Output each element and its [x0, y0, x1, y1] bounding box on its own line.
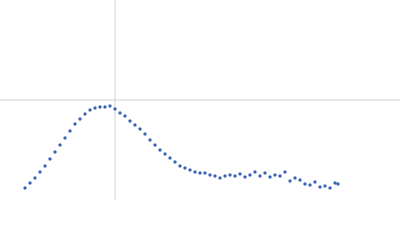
data-point: [263, 171, 267, 175]
data-point: [273, 173, 277, 177]
data-point: [173, 160, 177, 164]
data-point: [333, 181, 337, 185]
data-point: [83, 112, 87, 116]
data-point: [248, 173, 252, 177]
data-point: [133, 123, 137, 127]
data-point: [298, 178, 302, 182]
data-point: [148, 138, 152, 142]
data-point: [318, 185, 322, 189]
data-point: [98, 105, 102, 109]
data-point: [253, 170, 257, 174]
data-point: [58, 143, 62, 147]
data-point: [38, 170, 42, 174]
data-point: [303, 182, 307, 186]
data-point: [283, 170, 287, 174]
data-point: [128, 119, 132, 123]
data-point: [53, 150, 57, 154]
data-point: [118, 111, 122, 115]
data-point: [153, 143, 157, 147]
data-point: [103, 105, 107, 109]
data-point: [188, 168, 192, 172]
data-point: [143, 132, 147, 136]
data-point: [158, 148, 162, 152]
data-point: [68, 129, 72, 133]
data-point: [33, 176, 37, 180]
data-point: [328, 186, 332, 190]
data-point: [243, 175, 247, 179]
data-point: [183, 166, 187, 170]
data-point: [163, 152, 167, 156]
data-point: [323, 184, 327, 188]
data-point: [293, 176, 297, 180]
data-point: [228, 173, 232, 177]
data-point: [223, 174, 227, 178]
data-point: [138, 127, 142, 131]
data-point: [193, 170, 197, 174]
data-point: [233, 174, 237, 178]
data-point: [43, 164, 47, 168]
data-point: [108, 104, 112, 108]
data-point: [268, 175, 272, 179]
chart: [0, 0, 400, 200]
data-point: [88, 108, 92, 112]
data-point: [198, 171, 202, 175]
data-point: [28, 181, 32, 185]
data-point: [78, 117, 82, 121]
data-point: [336, 182, 340, 186]
data-point: [208, 173, 212, 177]
data-point: [178, 164, 182, 168]
data-point: [48, 157, 52, 161]
data-point: [308, 183, 312, 187]
data-point: [203, 171, 207, 175]
data-point: [123, 114, 127, 118]
data-point: [238, 172, 242, 176]
data-point: [23, 186, 27, 190]
data-point: [218, 176, 222, 180]
data-point: [278, 174, 282, 178]
data-point: [213, 174, 217, 178]
data-point: [258, 174, 262, 178]
data-point: [168, 156, 172, 160]
data-point: [313, 180, 317, 184]
data-point: [113, 107, 117, 111]
data-point: [73, 122, 77, 126]
data-point: [93, 106, 97, 110]
data-point: [63, 136, 67, 140]
data-point: [288, 179, 292, 183]
